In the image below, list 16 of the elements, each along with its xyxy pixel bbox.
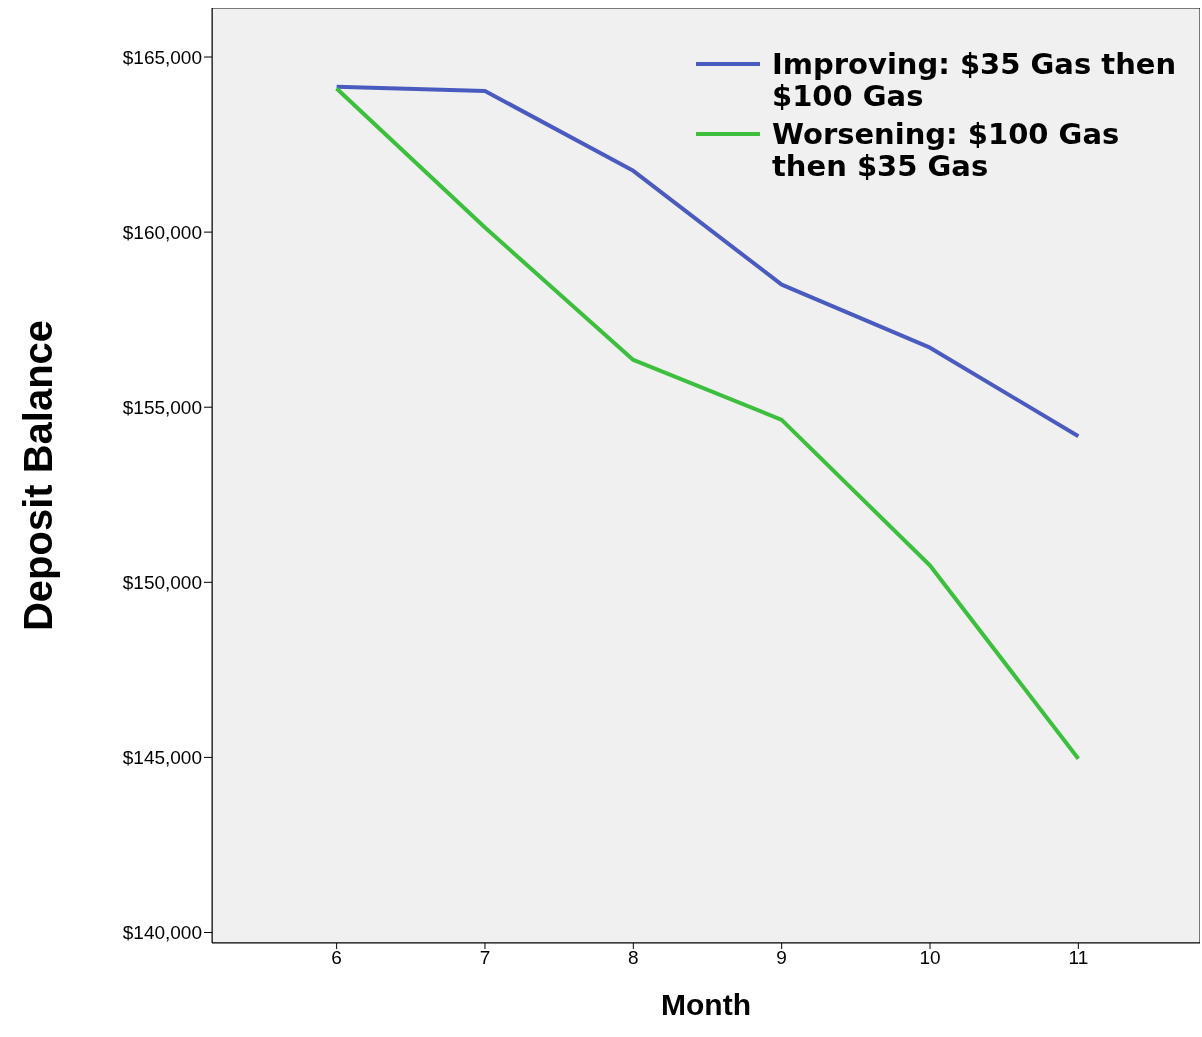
legend-label: Improving: $35 Gas then $100 Gas bbox=[772, 47, 1178, 113]
y-tick-label: $150,000 bbox=[122, 572, 202, 594]
x-tick-label: 7 bbox=[479, 947, 491, 969]
y-tick-label: $155,000 bbox=[122, 396, 202, 418]
x-tick-label: 11 bbox=[1068, 947, 1089, 969]
y-axis-title: Deposit Balance bbox=[16, 319, 61, 632]
y-tick-label: $140,000 bbox=[122, 922, 202, 944]
y-tick-label: $145,000 bbox=[122, 747, 202, 769]
x-tick-label: 10 bbox=[919, 947, 941, 969]
x-tick-label: 6 bbox=[331, 947, 342, 969]
x-tick-label: 9 bbox=[776, 947, 787, 969]
y-tick-label: $160,000 bbox=[122, 221, 202, 243]
legend-label: Worsening: $100 Gas then $35 Gas bbox=[772, 117, 1121, 183]
x-tick-label: 8 bbox=[628, 947, 639, 969]
x-axis-title: Month bbox=[661, 988, 751, 1021]
y-tick-label: $165,000 bbox=[122, 46, 202, 68]
